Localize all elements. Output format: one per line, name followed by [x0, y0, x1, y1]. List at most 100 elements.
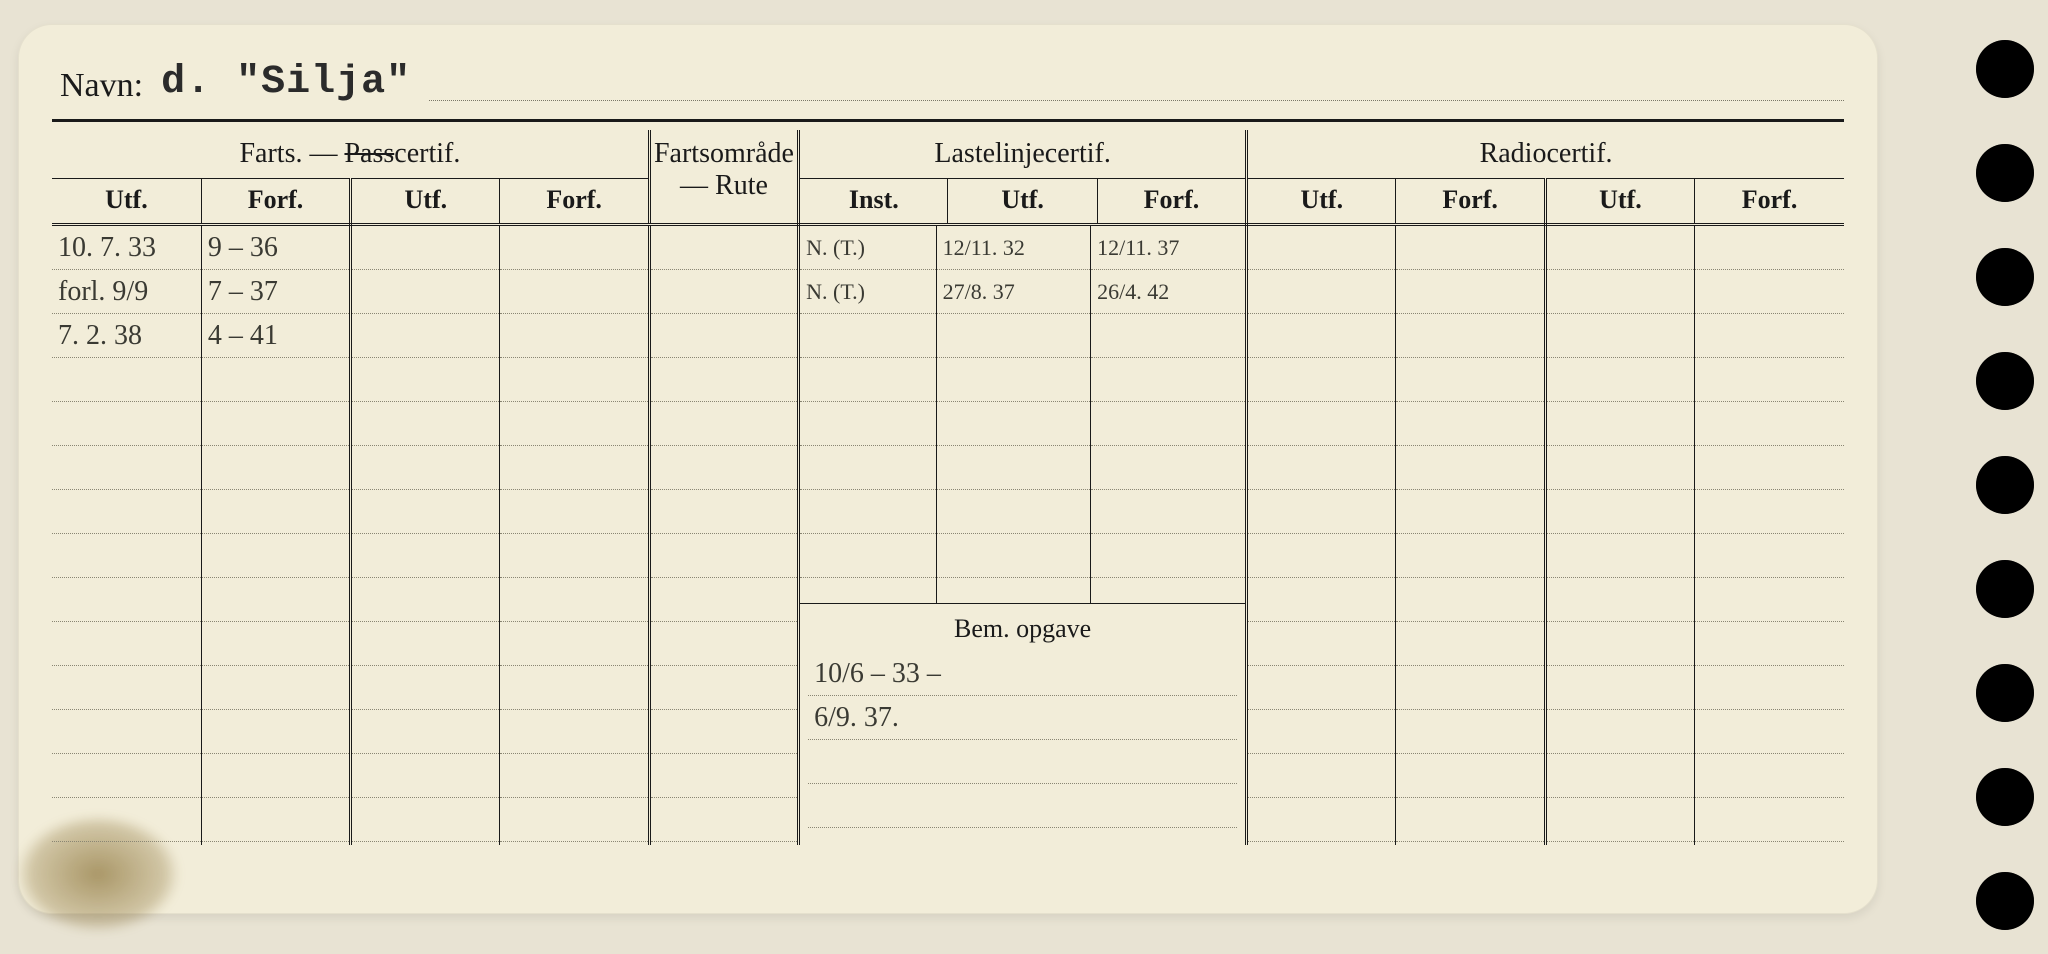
table-row — [52, 754, 201, 798]
table-row — [651, 490, 797, 534]
navn-value: d. "Silja" — [161, 60, 411, 105]
table-row — [1547, 490, 1694, 534]
table-row — [52, 578, 201, 622]
table-row — [500, 446, 647, 490]
table-row — [202, 622, 349, 666]
table-row — [52, 666, 201, 710]
sub-farts-utf1: Utf. — [52, 179, 201, 225]
hole — [1976, 560, 2034, 618]
hdr-farts-pass: Farts. — Passcertif. — [52, 130, 649, 179]
table-row — [352, 622, 499, 666]
sub-laste-inst: Inst. — [799, 179, 948, 225]
table-row — [1547, 314, 1694, 358]
table-row — [202, 710, 349, 754]
table-row — [1396, 754, 1543, 798]
table-row: 6/9. 37. — [808, 696, 1237, 740]
handwritten-entry: 4 – 41 — [208, 320, 278, 352]
table-row — [937, 358, 1091, 402]
table-row — [1547, 534, 1694, 578]
table-row — [352, 402, 499, 446]
table-row — [1248, 226, 1395, 270]
table-row — [1396, 710, 1543, 754]
table-row — [1248, 578, 1395, 622]
table-row: 12/11. 37 — [1091, 226, 1245, 270]
table-row — [352, 490, 499, 534]
table-row — [1695, 578, 1844, 622]
table-row — [1695, 710, 1844, 754]
binding-holes — [1976, 40, 2034, 930]
table-row — [651, 402, 797, 446]
table-row — [800, 490, 935, 534]
table-row — [500, 490, 647, 534]
table-row — [800, 402, 935, 446]
table-row — [1248, 666, 1395, 710]
table-row — [500, 666, 647, 710]
table-row — [1695, 314, 1844, 358]
table-row — [1695, 666, 1844, 710]
sub-radio-forf1: Forf. — [1396, 179, 1545, 225]
table-row — [352, 358, 499, 402]
hdr-laste: Lastelinjecertif. — [799, 130, 1247, 179]
table-row: 12/11. 32 — [937, 226, 1091, 270]
table-row — [1248, 798, 1395, 842]
table-row — [937, 314, 1091, 358]
table-row — [1248, 270, 1395, 314]
handwritten-entry: N. (T.) — [806, 235, 865, 261]
table-row — [651, 534, 797, 578]
table-row — [352, 798, 499, 842]
table-row — [1695, 798, 1844, 842]
table-row — [1695, 226, 1844, 270]
table-row — [1547, 270, 1694, 314]
hole — [1976, 40, 2034, 98]
table-row — [937, 534, 1091, 578]
table-row — [1547, 710, 1694, 754]
sub-laste-utf: Utf. — [948, 179, 1097, 225]
handwritten-entry: 12/11. 37 — [1097, 235, 1179, 261]
table-row — [1396, 270, 1543, 314]
table-row — [1248, 754, 1395, 798]
table-row — [352, 226, 499, 270]
table-row — [1396, 666, 1543, 710]
table-row — [1695, 754, 1844, 798]
table-row — [1248, 534, 1395, 578]
table-row — [1091, 446, 1245, 490]
table-row — [1695, 534, 1844, 578]
hole — [1976, 144, 2034, 202]
table-row — [651, 226, 797, 270]
table-row — [1547, 666, 1694, 710]
table-row — [1695, 402, 1844, 446]
table-row — [52, 490, 201, 534]
table-row — [500, 534, 647, 578]
table-row — [800, 446, 935, 490]
handwritten-entry: 27/8. 37 — [943, 279, 1015, 305]
table-row — [937, 402, 1091, 446]
table-row — [1091, 402, 1245, 446]
table-row — [1248, 402, 1395, 446]
table-row — [202, 578, 349, 622]
hole — [1976, 248, 2034, 306]
handwritten-entry: 10/6 – 33 – — [814, 658, 941, 690]
navn-label: Navn: — [60, 67, 143, 105]
sub-radio-utf1: Utf. — [1247, 179, 1396, 225]
table-row — [352, 666, 499, 710]
handwritten-entry: 12/11. 32 — [943, 235, 1025, 261]
table-row — [202, 490, 349, 534]
handwritten-entry: 26/4. 42 — [1097, 279, 1169, 305]
sub-laste-forf: Forf. — [1097, 179, 1246, 225]
handwritten-entry: 7. 2. 38 — [58, 320, 142, 352]
table-row — [202, 446, 349, 490]
table-row — [52, 710, 201, 754]
table-row — [1248, 490, 1395, 534]
table-row — [352, 578, 499, 622]
table-row: 27/8. 37 — [937, 270, 1091, 314]
table-row — [1396, 798, 1543, 842]
table-row — [1695, 490, 1844, 534]
col-radio-utf1 — [1247, 225, 1396, 845]
table-row — [800, 314, 935, 358]
col-farts-utf1: 10. 7. 33forl. 9/97. 2. 38 — [52, 225, 201, 845]
table-row — [202, 402, 349, 446]
table-row — [1396, 490, 1543, 534]
table-row: 10/6 – 33 – — [808, 652, 1237, 696]
table-row — [651, 798, 797, 842]
table-row — [1248, 622, 1395, 666]
